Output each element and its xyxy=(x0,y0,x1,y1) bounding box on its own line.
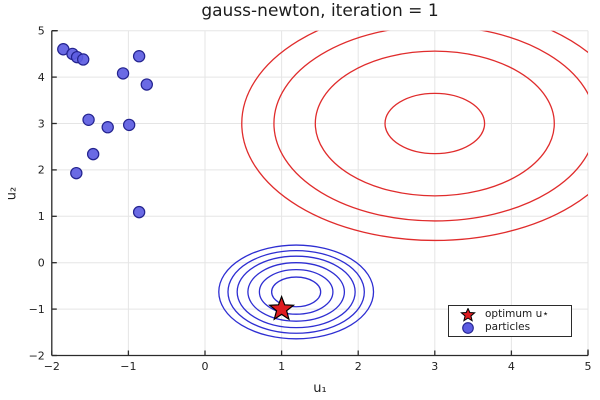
approximation-contours-group xyxy=(218,244,375,340)
contour-ellipse xyxy=(273,30,589,222)
contour-ellipse xyxy=(258,269,334,315)
circle-icon xyxy=(451,321,485,335)
y-axis-label: u₂ xyxy=(4,186,20,201)
particle-point xyxy=(101,121,114,134)
x-tick-label: 1 xyxy=(278,360,285,373)
particle-point xyxy=(70,166,83,180)
x-axis-label: u₁ xyxy=(313,381,327,396)
y-tick-label: 1 xyxy=(38,210,45,223)
y-tick-label: 0 xyxy=(38,257,45,270)
target-contours-group xyxy=(241,30,589,242)
x-tick-label: 5 xyxy=(585,360,592,373)
plot-title: gauss-newton, iteration = 1 xyxy=(201,1,439,21)
contour-ellipse xyxy=(247,262,346,322)
contour-ellipse xyxy=(270,276,322,308)
legend-item-particles: particles xyxy=(451,321,567,334)
y-tick-label: −1 xyxy=(29,303,45,316)
x-tick-label: 2 xyxy=(355,360,362,373)
y-tick-label: −2 xyxy=(29,349,45,362)
contour-ellipse xyxy=(384,92,486,155)
contour-ellipse xyxy=(218,244,375,340)
axes xyxy=(51,30,589,357)
particle-point xyxy=(116,67,130,80)
particle-point xyxy=(140,78,153,91)
contour-ellipse xyxy=(236,255,356,329)
legend-label-optimum: optimum u⋆ xyxy=(485,308,549,320)
legend: optimum u⋆ particles xyxy=(448,305,572,337)
contour-ellipse xyxy=(314,50,555,197)
particle-point xyxy=(86,147,100,161)
x-tick-label: −2 xyxy=(44,360,60,373)
legend-item-optimum: optimum u⋆ xyxy=(451,307,567,322)
particle-point xyxy=(122,118,136,132)
star-icon xyxy=(451,307,485,322)
y-tick-label: 4 xyxy=(38,71,45,84)
particle-point xyxy=(82,113,95,126)
tick-labels: −2 −1 0 1 2 3 4 5 −2 −1 0 1 2 3 4 5 xyxy=(29,25,592,374)
particle-point xyxy=(132,50,146,63)
contour-ellipse xyxy=(241,30,589,242)
legend-label-particles: particles xyxy=(485,321,531,333)
optimum-star xyxy=(268,294,296,321)
x-tick-label: 3 xyxy=(431,360,438,373)
y-tick-label: 2 xyxy=(38,164,45,177)
y-tick-label: 3 xyxy=(38,117,45,130)
x-tick-label: 0 xyxy=(202,360,209,373)
contour-ellipse xyxy=(227,249,365,334)
particles-group xyxy=(57,43,153,219)
x-tick-label: −1 xyxy=(120,360,136,373)
particle-point xyxy=(132,205,146,219)
x-tick-label: 4 xyxy=(508,360,515,373)
y-tick-label: 5 xyxy=(38,25,45,38)
particle-point xyxy=(77,53,90,66)
